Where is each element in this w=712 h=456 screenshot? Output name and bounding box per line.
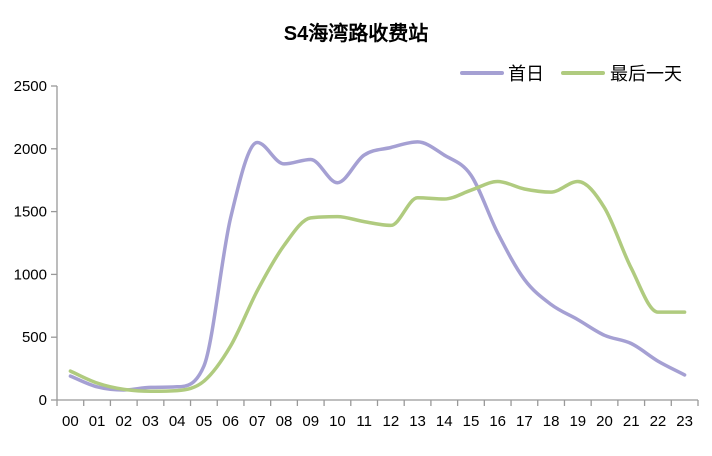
x-axis-tick-label: 14 (436, 413, 453, 430)
x-axis-tick-label: 19 (569, 413, 586, 430)
plot-area (68, 140, 687, 393)
y-axis-tick-label: 2500 (14, 78, 47, 95)
series-line-1 (68, 179, 687, 393)
legend-item-last-day[interactable]: 最后一天 (561, 64, 682, 84)
x-axis-tick-label: 17 (516, 413, 533, 430)
y-axis-tick-label: 500 (22, 329, 47, 346)
x-axis-tick-label: 10 (329, 413, 346, 430)
y-axis-tick-label: 2000 (14, 141, 47, 158)
x-axis-tick-label: 23 (676, 413, 693, 430)
axes: 0 500 1000 1500 2000 2500 00 01 02 03 04 05 06 07 08 09… (14, 78, 699, 430)
x-axis-tick-label: 13 (409, 413, 426, 430)
series-line-0 (68, 140, 687, 392)
x-axis-tick-label: 12 (383, 413, 400, 430)
x-axis-tick-label: 11 (356, 413, 372, 430)
legend-item-first-day[interactable]: 首日 (460, 64, 544, 84)
x-axis-tick-label: 16 (489, 413, 506, 430)
x-axis-tick-label: 06 (222, 413, 239, 430)
legend-label-last-day: 最后一天 (610, 64, 682, 84)
x-axis-tick-label: 05 (196, 413, 213, 430)
x-axis-tick-label: 01 (89, 413, 106, 430)
x-axis-tick-label: 22 (650, 413, 667, 430)
legend: 首日 最后一天 (460, 64, 682, 84)
x-axis-tick-label: 02 (115, 413, 132, 430)
x-axis-tick-label: 15 (463, 413, 480, 430)
y-axis-tick-label: 0 (39, 392, 47, 409)
chart-title: S4海湾路收费站 (284, 21, 428, 45)
x-axis-tick-label: 21 (623, 413, 640, 430)
x-axis-tick-label: 18 (543, 413, 560, 430)
x-axis-tick-label: 00 (62, 413, 79, 430)
x-axis-tick-label: 09 (302, 413, 319, 430)
x-axis-tick-label: 20 (596, 413, 613, 430)
x-axis-tick-label: 03 (142, 413, 159, 430)
y-axis-tick-label: 1000 (14, 266, 47, 283)
x-axis-tick-label: 04 (169, 413, 186, 430)
y-axis-tick-label: 1500 (14, 204, 47, 221)
x-axis-tick-label: 08 (276, 413, 293, 430)
x-axis-tick-label: 07 (249, 413, 266, 430)
legend-label-first-day: 首日 (508, 64, 544, 84)
